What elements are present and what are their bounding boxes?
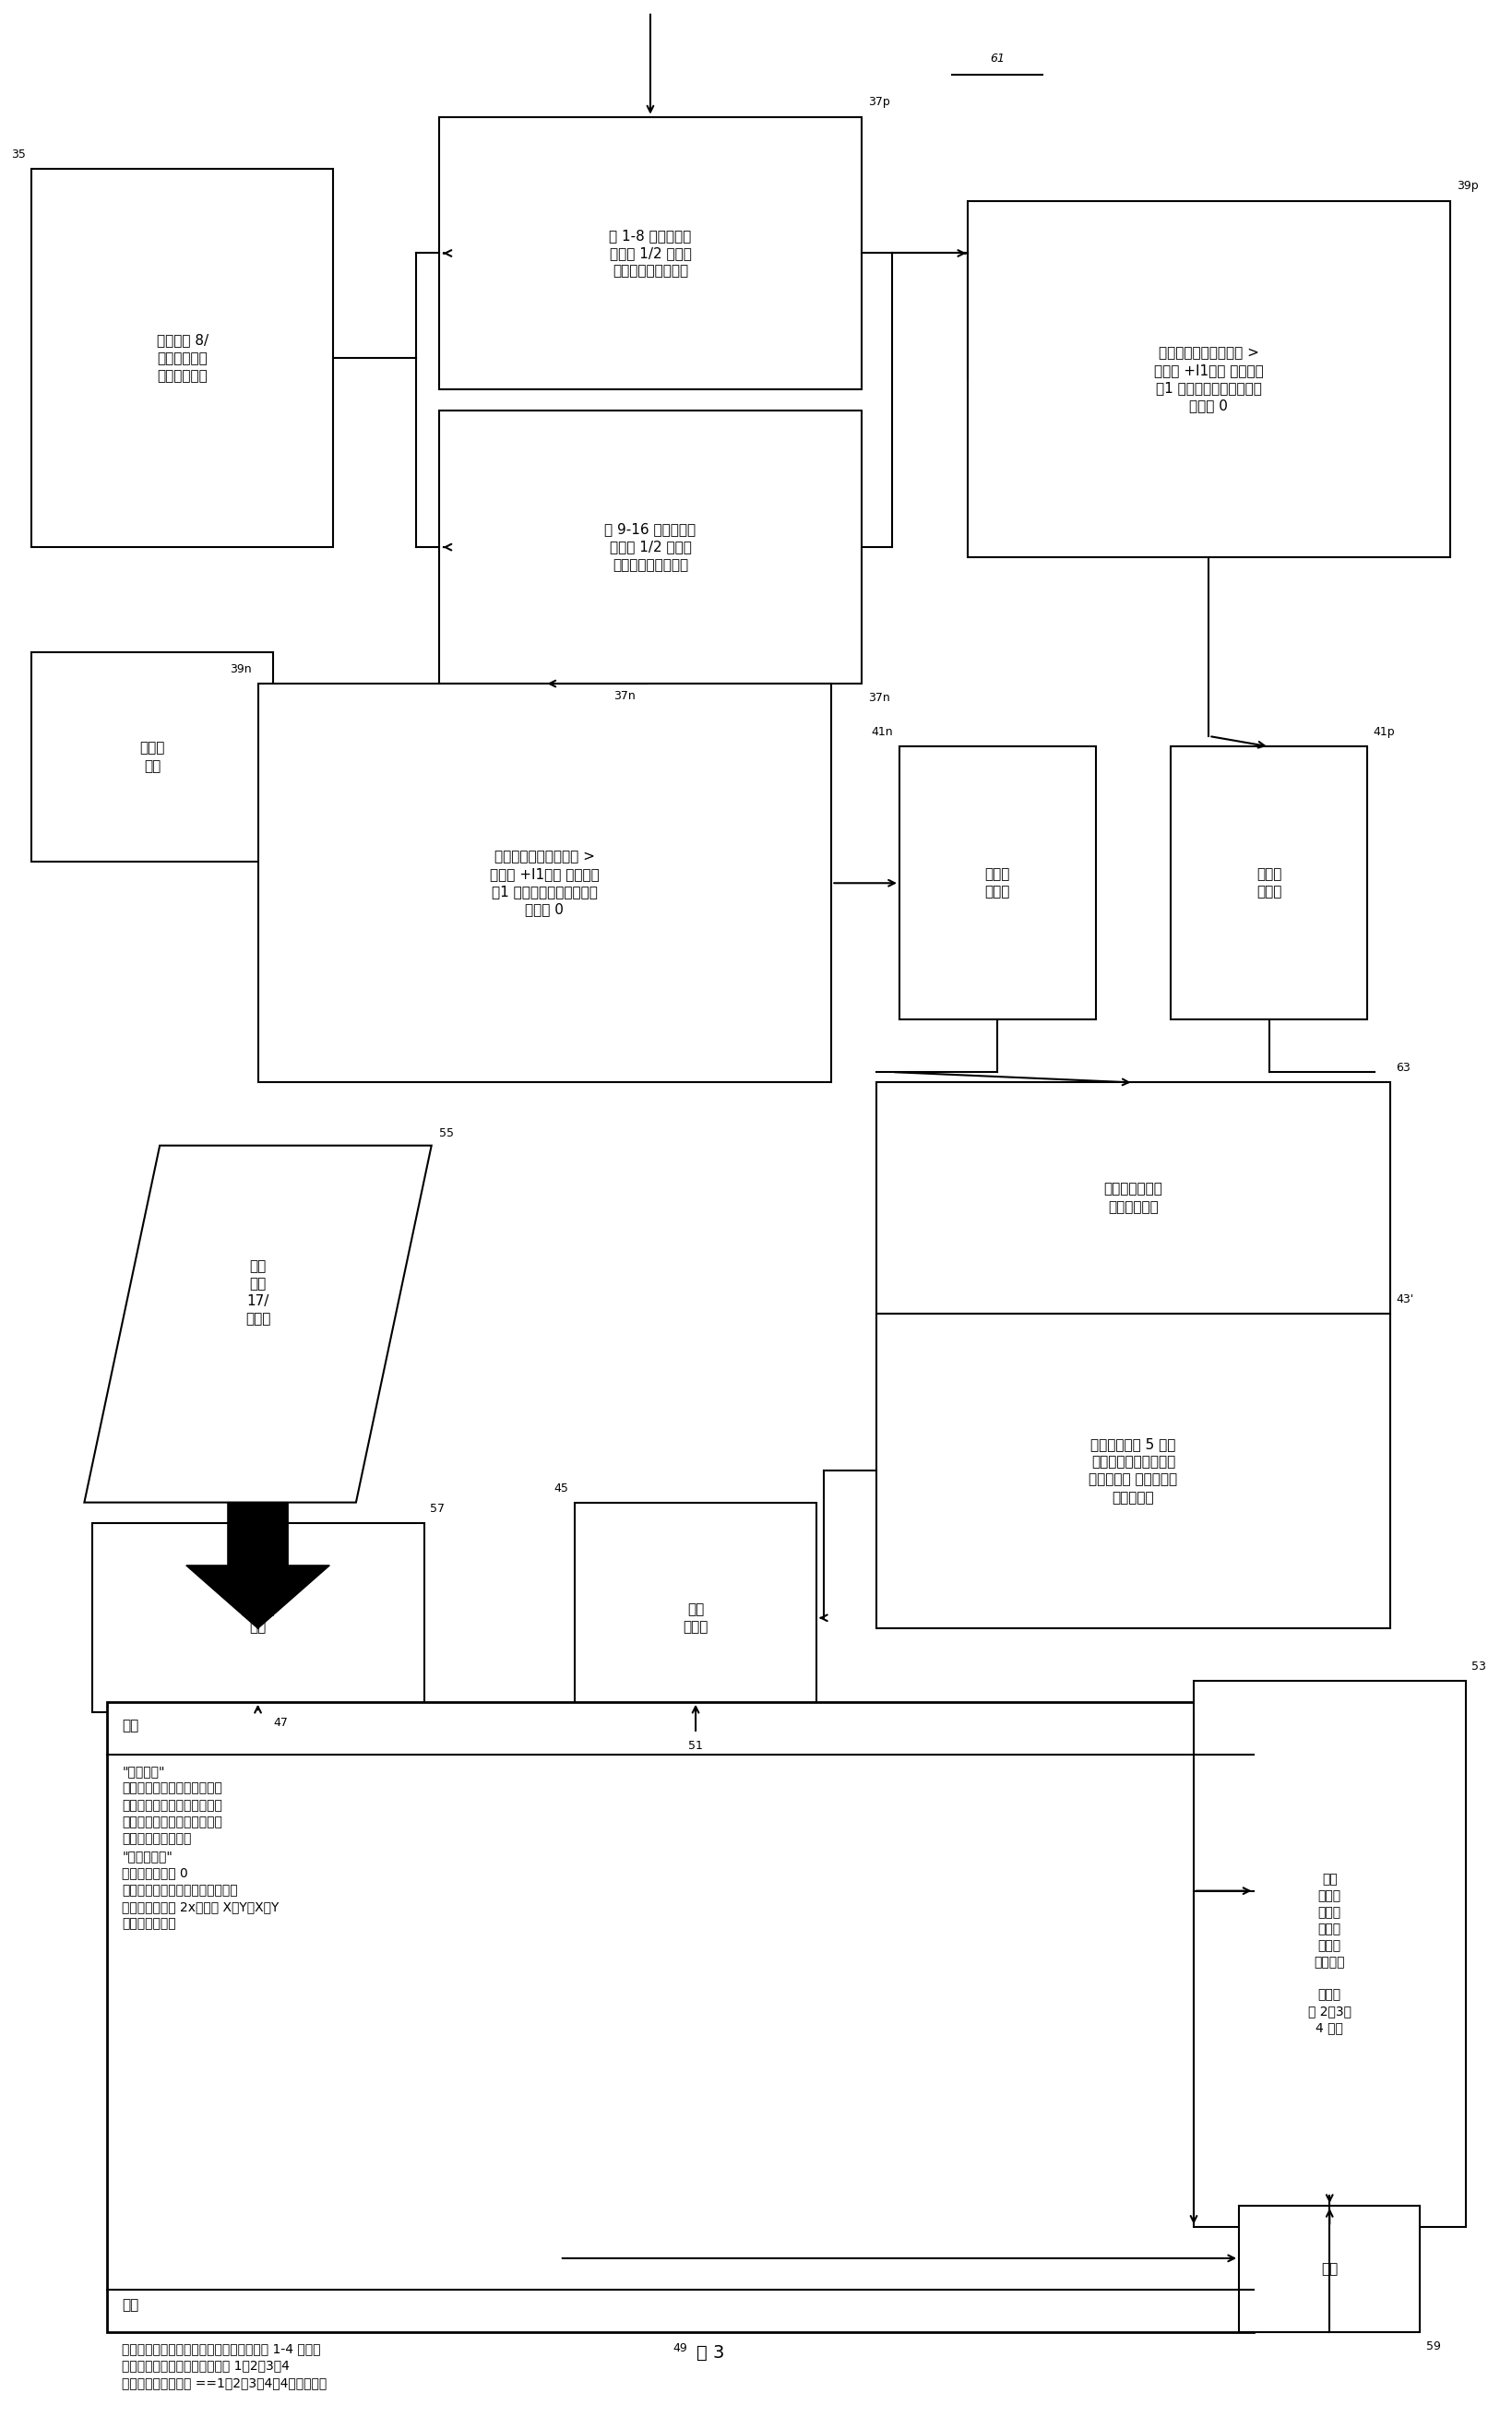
Text: 41n: 41n: [871, 725, 894, 737]
Text: "跳闸避免"
对于三个连续周期电流过低？
对于三个连续周期电流过高？
电流太不对称（半波负载）？
存在移动的调光器？
"再度初始化"
模式缓冲器具有 0
模式缓: "跳闸避免" 对于三个连续周期电流过低？ 对于三个连续周期电流过高？ 电流太不对…: [122, 1764, 280, 1931]
Text: 39n: 39n: [230, 662, 253, 674]
Text: 47: 47: [274, 1716, 287, 1728]
Text: 对 1-8 进行相加以
得到正 1/2 周期上
的正积分检测电流值: 对 1-8 进行相加以 得到正 1/2 周期上 的正积分检测电流值: [609, 230, 691, 278]
Text: 53: 53: [1471, 1660, 1486, 1673]
Text: 模式
缓冲器: 模式 缓冲器: [683, 1602, 708, 1634]
Text: 跳闸: 跳闸: [1321, 2262, 1338, 2277]
FancyBboxPatch shape: [438, 411, 862, 684]
Text: 51: 51: [688, 1740, 703, 1752]
FancyBboxPatch shape: [877, 1312, 1390, 1629]
Text: 45: 45: [555, 1482, 569, 1494]
FancyBboxPatch shape: [259, 684, 832, 1083]
Text: 61: 61: [990, 53, 1005, 65]
FancyBboxPatch shape: [968, 201, 1450, 558]
FancyBboxPatch shape: [1238, 2207, 1420, 2332]
Text: 55: 55: [438, 1126, 454, 1138]
Text: 模式缓冲器所有四个标志被设置（已经看到 1-4 变化）
延迟决策：按顺序，模式缓冲器 1、2、3、4
按顺序，模式缓冲器 ==1，2，3，4，4，否则复位: 模式缓冲器所有四个标志被设置（已经看到 1-4 变化） 延迟决策：按顺序，模式缓…: [122, 2342, 327, 2388]
FancyBboxPatch shape: [107, 1702, 1253, 2332]
Text: 37n: 37n: [614, 689, 635, 701]
Text: 对 9-16 进行相加以
得到负 1/2 周期上
的负积分检测电流值: 对 9-16 进行相加以 得到负 1/2 周期上 的负积分检测电流值: [605, 522, 696, 573]
Text: 复位: 复位: [122, 1718, 139, 1733]
Text: 确定峦值
电流: 确定峦值 电流: [240, 1602, 275, 1634]
Text: 当前负积分检测电流值 >
前一值 +I1？？ 如果是，
将1 置于负变化缓冲器中，
否则为 0: 当前负积分检测电流值 > 前一值 +I1？？ 如果是， 将1 置于负变化缓冲器中…: [490, 851, 599, 916]
Text: 图 3: 图 3: [697, 2344, 724, 2361]
FancyBboxPatch shape: [438, 116, 862, 389]
Text: 分割流
版本: 分割流 版本: [139, 742, 165, 773]
FancyBboxPatch shape: [32, 169, 333, 546]
Text: 49: 49: [673, 2342, 688, 2354]
Text: 37n: 37n: [868, 691, 889, 703]
Text: 复位
计时器
停止：
在复位
或时间
过去之后

开始：
在 2、3、
4 之后: 复位 计时器 停止： 在复位 或时间 过去之后 开始： 在 2、3、 4 之后: [1308, 1873, 1352, 2035]
FancyBboxPatch shape: [1194, 1680, 1465, 2226]
Text: 模拟
电流
17/
半周期: 模拟 电流 17/ 半周期: [245, 1259, 271, 1327]
Text: 63: 63: [1396, 1061, 1411, 1073]
Text: 39p: 39p: [1456, 181, 1479, 193]
Text: 37p: 37p: [868, 97, 889, 109]
FancyBboxPatch shape: [1172, 747, 1367, 1020]
FancyBboxPatch shape: [32, 653, 274, 863]
FancyBboxPatch shape: [92, 1523, 423, 1711]
Text: 对正负变化缓冲
序列进行交错: 对正负变化缓冲 序列进行交错: [1104, 1182, 1163, 1213]
Text: 57: 57: [429, 1503, 445, 1515]
Text: 正变化
缓冲器: 正变化 缓冲器: [1256, 868, 1282, 899]
Text: 当前正积分检测电流值 >
前一值 +I1？？ 如果是，
将1 置于正变化缓冲器中，
否则为 0: 当前正积分检测电流值 > 前一值 +I1？？ 如果是， 将1 置于正变化缓冲器中…: [1154, 346, 1264, 413]
FancyArrow shape: [186, 1503, 330, 1629]
Polygon shape: [85, 1146, 431, 1503]
Text: 负变化
缓冲器: 负变化 缓冲器: [984, 868, 1010, 899]
Text: 积分电流 8/
半周期与电压
过零同步脉冲: 积分电流 8/ 半周期与电压 过零同步脉冲: [157, 334, 209, 382]
Text: 35: 35: [11, 150, 26, 162]
Text: 跳闸: 跳闸: [122, 2299, 139, 2313]
Text: 41p: 41p: [1373, 725, 1396, 737]
FancyBboxPatch shape: [575, 1503, 816, 1733]
Text: 当前以及前面 5 个半
周期在缓冲器中的变化
的数量？？ 将数量置于
模式缓冲器: 当前以及前面 5 个半 周期在缓冲器中的变化 的数量？？ 将数量置于 模式缓冲器: [1089, 1438, 1178, 1503]
Text: 59: 59: [1426, 2340, 1441, 2352]
FancyBboxPatch shape: [877, 1083, 1390, 1312]
Text: 43': 43': [1396, 1293, 1414, 1305]
FancyBboxPatch shape: [900, 747, 1096, 1020]
